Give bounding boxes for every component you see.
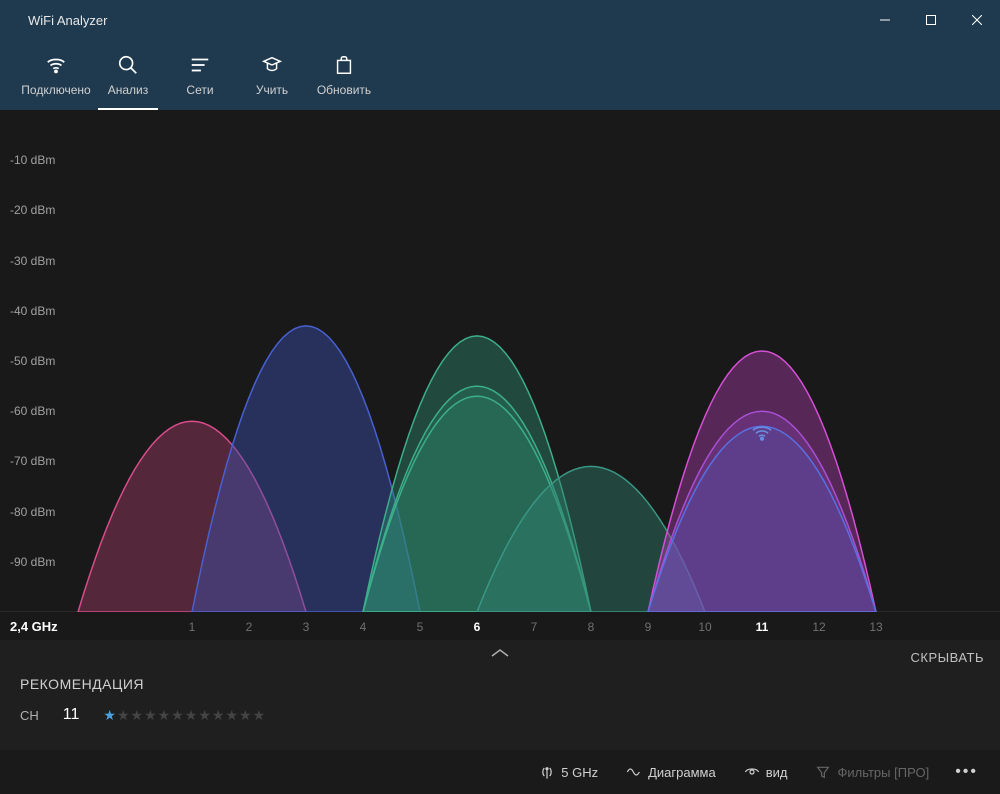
y-tick-label: -80 dBm [10, 505, 55, 519]
bottombar-wave-button[interactable]: Диаграмма [614, 758, 728, 786]
x-tick-label: 10 [698, 620, 711, 634]
tab-magnify[interactable]: Анализ [92, 40, 164, 110]
signal-chart: 2,4 GHz 12345678910111213 -10 dBm-20 dBm… [0, 110, 1000, 640]
x-tick-label: 5 [417, 620, 424, 634]
window-controls [862, 0, 1000, 40]
minimize-button[interactable] [862, 0, 908, 40]
bag-icon [332, 53, 356, 77]
bottombar-label: Фильтры [ПРО] [837, 765, 929, 780]
bottombar-antenna-button[interactable]: 5 GHz [527, 758, 610, 786]
channel-label: CH [20, 708, 39, 723]
x-tick-label: 4 [360, 620, 367, 634]
star-icon: ★ [212, 707, 225, 724]
tab-label: Подключено [21, 83, 90, 97]
tab-grad[interactable]: Учить [236, 40, 308, 110]
x-tick-label: 9 [645, 620, 652, 634]
x-tick-label: 1 [189, 620, 196, 634]
hide-button[interactable]: СКРЫВАТЬ [910, 650, 984, 665]
x-tick-label: 8 [588, 620, 595, 634]
eye-icon [744, 764, 760, 780]
x-tick-label: 6 [474, 620, 481, 634]
maximize-button[interactable] [908, 0, 954, 40]
x-tick-label: 11 [756, 620, 769, 634]
star-icon: ★ [198, 707, 211, 724]
bottombar-label: 5 GHz [561, 765, 598, 780]
expand-button[interactable] [490, 646, 510, 664]
y-tick-label: -50 dBm [10, 354, 55, 368]
grad-icon [260, 53, 284, 77]
tab-wifi[interactable]: Подключено [20, 40, 92, 110]
filter-icon [815, 764, 831, 780]
toolbar: Подключено Анализ Сети Учить Обновить [0, 40, 1000, 110]
tab-label: Учить [256, 83, 288, 97]
x-axis: 2,4 GHz 12345678910111213 [0, 612, 1000, 640]
star-icon: ★ [144, 707, 157, 724]
network-curve[interactable] [648, 426, 876, 612]
y-tick-label: -20 dBm [10, 203, 55, 217]
star-icon: ★ [103, 707, 116, 724]
rating-stars: ★★★★★★★★★★★★ [103, 707, 265, 724]
x-tick-label: 13 [869, 620, 882, 634]
x-tick-label: 2 [246, 620, 253, 634]
maximize-icon [926, 15, 936, 25]
x-tick-label: 12 [812, 620, 825, 634]
bottombar-filter-button[interactable]: Фильтры [ПРО] [803, 758, 941, 786]
star-icon: ★ [225, 707, 238, 724]
star-icon: ★ [185, 707, 198, 724]
y-tick-label: -10 dBm [10, 153, 55, 167]
tab-label: Сети [186, 83, 213, 97]
star-icon: ★ [171, 707, 184, 724]
titlebar: WiFi Analyzer [0, 0, 1000, 40]
recommendation-title: РЕКОМЕНДАЦИЯ [20, 676, 144, 692]
bottombar-label: Диаграмма [648, 765, 716, 780]
star-icon: ★ [253, 707, 266, 724]
tab-label: Обновить [317, 83, 371, 97]
close-icon [972, 15, 982, 25]
more-button[interactable]: ••• [945, 757, 988, 787]
minimize-icon [880, 15, 890, 25]
magnify-icon [116, 53, 140, 77]
channel-value: 11 [63, 706, 80, 724]
recommendation-row: CH 11 ★★★★★★★★★★★★ [20, 706, 265, 724]
recommendation-panel: СКРЫВАТЬ РЕКОМЕНДАЦИЯ CH 11 ★★★★★★★★★★★★ [0, 640, 1000, 750]
window-title: WiFi Analyzer [28, 13, 862, 28]
band-label: 2,4 GHz [10, 619, 58, 634]
chart-canvas [0, 110, 1000, 640]
wave-icon [626, 764, 642, 780]
y-tick-label: -60 dBm [10, 404, 55, 418]
close-button[interactable] [954, 0, 1000, 40]
bars-icon [188, 53, 212, 77]
tab-bars[interactable]: Сети [164, 40, 236, 110]
chevron-up-icon [490, 647, 510, 659]
x-tick-label: 3 [303, 620, 310, 634]
bottombar: 5 GHz Диаграмма вид Фильтры [ПРО] ••• [0, 750, 1000, 794]
tab-label: Анализ [108, 83, 149, 97]
wifi-icon [44, 53, 68, 77]
x-tick-label: 7 [531, 620, 538, 634]
bottombar-eye-button[interactable]: вид [732, 758, 800, 786]
bottombar-label: вид [766, 765, 788, 780]
tab-bag[interactable]: Обновить [308, 40, 380, 110]
star-icon: ★ [158, 707, 171, 724]
y-tick-label: -30 dBm [10, 254, 55, 268]
star-icon: ★ [131, 707, 144, 724]
star-icon: ★ [239, 707, 252, 724]
star-icon: ★ [117, 707, 130, 724]
antenna-icon [539, 764, 555, 780]
y-tick-label: -90 dBm [10, 555, 55, 569]
y-tick-label: -40 dBm [10, 304, 55, 318]
y-tick-label: -70 dBm [10, 454, 55, 468]
